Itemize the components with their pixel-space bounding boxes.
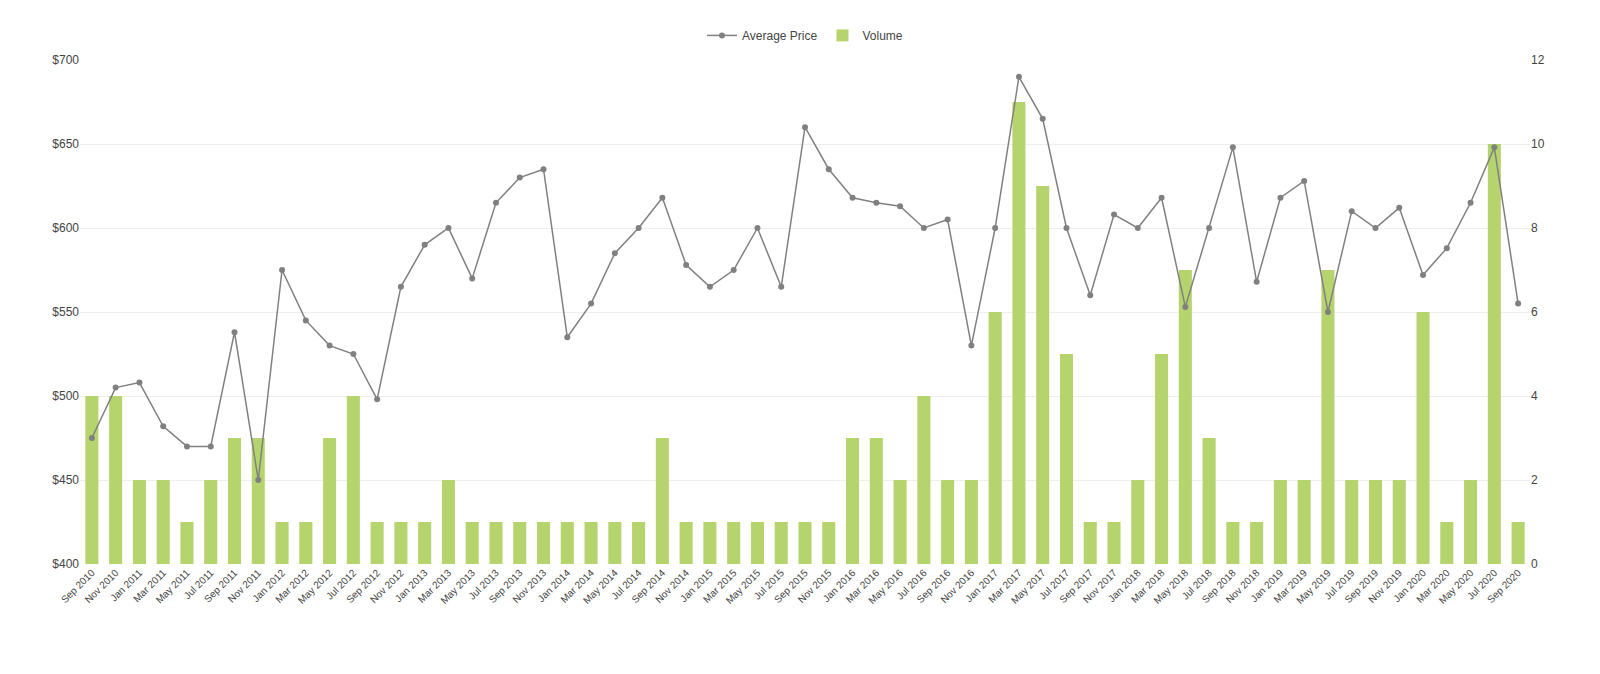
svg-text:May 2017: May 2017 — [1009, 567, 1048, 606]
svg-text:Jul 2016: Jul 2016 — [894, 567, 929, 602]
svg-text:May 2011: May 2011 — [154, 567, 193, 606]
svg-text:Sep 2016: Sep 2016 — [915, 567, 953, 605]
svg-text:Mar 2014: Mar 2014 — [558, 567, 596, 605]
svg-text:Jan 2011: Jan 2011 — [108, 567, 145, 604]
svg-text:$600: $600 — [52, 221, 79, 235]
svg-text:Sep 2015: Sep 2015 — [772, 567, 810, 605]
svg-text:0: 0 — [1531, 557, 1538, 571]
svg-text:Sep 2019: Sep 2019 — [1342, 567, 1380, 605]
svg-text:Jan 2013: Jan 2013 — [393, 567, 430, 604]
svg-text:Nov 2014: Nov 2014 — [653, 567, 691, 605]
svg-text:Jul 2013: Jul 2013 — [466, 567, 501, 602]
svg-text:Jan 2012: Jan 2012 — [250, 567, 287, 604]
svg-text:Nov 2016: Nov 2016 — [938, 567, 976, 605]
svg-text:Mar 2018: Mar 2018 — [1129, 567, 1167, 605]
svg-text:Nov 2017: Nov 2017 — [1081, 567, 1119, 605]
svg-text:Nov 2011: Nov 2011 — [226, 567, 264, 605]
svg-text:Jul 2015: Jul 2015 — [752, 567, 787, 602]
svg-text:10: 10 — [1531, 137, 1545, 151]
svg-text:Nov 2018: Nov 2018 — [1224, 567, 1262, 605]
svg-text:$650: $650 — [52, 137, 79, 151]
svg-text:Mar 2011: Mar 2011 — [131, 567, 168, 604]
svg-text:May 2014: May 2014 — [581, 567, 620, 606]
svg-text:Jul 2017: Jul 2017 — [1037, 567, 1072, 602]
svg-text:Mar 2012: Mar 2012 — [273, 567, 311, 605]
svg-text:Sep 2013: Sep 2013 — [487, 567, 525, 605]
svg-text:Nov 2010: Nov 2010 — [83, 567, 121, 605]
svg-text:Jan 2016: Jan 2016 — [821, 567, 858, 604]
svg-text:Average Price: Average Price — [742, 29, 817, 43]
svg-text:Sep 2011: Sep 2011 — [202, 567, 240, 605]
svg-text:6: 6 — [1531, 305, 1538, 319]
svg-text:Jul 2011: Jul 2011 — [182, 567, 216, 601]
svg-text:Mar 2013: Mar 2013 — [416, 567, 454, 605]
svg-text:Jul 2018: Jul 2018 — [1180, 567, 1215, 602]
svg-text:Sep 2018: Sep 2018 — [1200, 567, 1238, 605]
svg-text:Sep 2014: Sep 2014 — [629, 567, 667, 605]
svg-text:Jul 2012: Jul 2012 — [324, 567, 359, 602]
svg-text:Jul 2019: Jul 2019 — [1322, 567, 1357, 602]
svg-text:Jan 2015: Jan 2015 — [678, 567, 715, 604]
svg-text:Nov 2013: Nov 2013 — [510, 567, 548, 605]
svg-text:Jan 2019: Jan 2019 — [1248, 567, 1285, 604]
svg-text:Sep 2020: Sep 2020 — [1485, 567, 1523, 605]
svg-text:Sep 2010: Sep 2010 — [59, 567, 97, 605]
svg-text:2: 2 — [1531, 473, 1538, 487]
svg-text:May 2015: May 2015 — [724, 567, 763, 606]
svg-text:Mar 2015: Mar 2015 — [701, 567, 739, 605]
svg-text:Jan 2017: Jan 2017 — [963, 567, 1000, 604]
svg-text:Jul 2020: Jul 2020 — [1465, 567, 1500, 602]
svg-text:$400: $400 — [52, 557, 79, 571]
svg-text:Mar 2017: Mar 2017 — [986, 567, 1024, 605]
svg-text:Mar 2020: Mar 2020 — [1414, 567, 1452, 605]
svg-text:$500: $500 — [52, 389, 79, 403]
svg-text:12: 12 — [1531, 53, 1545, 67]
svg-text:May 2018: May 2018 — [1151, 567, 1190, 606]
svg-text:May 2016: May 2016 — [866, 567, 905, 606]
svg-text:May 2013: May 2013 — [438, 567, 477, 606]
svg-text:$550: $550 — [52, 305, 79, 319]
svg-text:Sep 2012: Sep 2012 — [344, 567, 382, 605]
svg-text:May 2019: May 2019 — [1294, 567, 1333, 606]
svg-text:Nov 2019: Nov 2019 — [1366, 567, 1404, 605]
svg-text:Sep 2017: Sep 2017 — [1057, 567, 1095, 605]
svg-text:Mar 2016: Mar 2016 — [844, 567, 882, 605]
svg-text:Volume: Volume — [862, 29, 902, 43]
svg-text:Jan 2014: Jan 2014 — [535, 567, 572, 604]
svg-text:Jan 2020: Jan 2020 — [1391, 567, 1428, 604]
svg-text:Nov 2015: Nov 2015 — [796, 567, 834, 605]
svg-text:$700: $700 — [52, 53, 79, 67]
svg-text:Jan 2018: Jan 2018 — [1106, 567, 1143, 604]
svg-text:May 2020: May 2020 — [1437, 567, 1476, 606]
svg-text:Mar 2019: Mar 2019 — [1271, 567, 1309, 605]
svg-text:$450: $450 — [52, 473, 79, 487]
svg-text:Jul 2014: Jul 2014 — [609, 567, 644, 602]
svg-text:Nov 2012: Nov 2012 — [368, 567, 406, 605]
svg-text:8: 8 — [1531, 221, 1538, 235]
svg-text:May 2012: May 2012 — [296, 567, 335, 606]
svg-text:4: 4 — [1531, 389, 1538, 403]
